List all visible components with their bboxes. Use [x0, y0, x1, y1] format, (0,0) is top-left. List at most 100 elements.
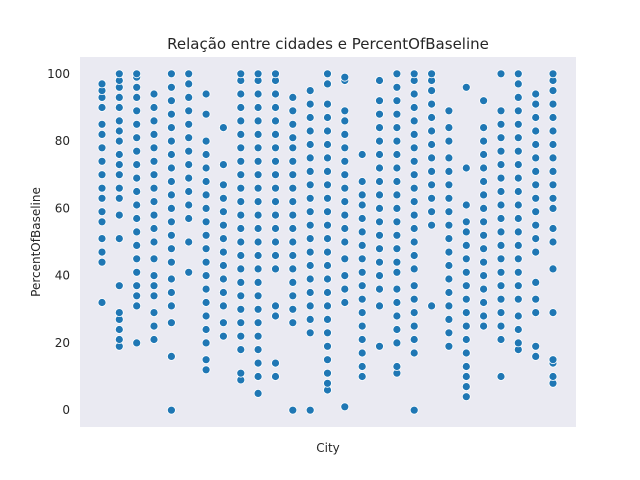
data-point	[392, 203, 402, 213]
data-point	[323, 113, 332, 122]
data-point	[357, 267, 367, 277]
data-point	[236, 251, 246, 260]
data-point	[357, 362, 367, 371]
data-point	[305, 113, 315, 122]
data-point	[114, 210, 124, 220]
data-point	[340, 210, 350, 220]
data-point	[461, 281, 471, 291]
data-point	[184, 200, 194, 210]
data-point	[548, 99, 558, 109]
data-point	[531, 341, 541, 351]
data-point	[340, 254, 350, 264]
data-point	[323, 274, 332, 284]
data-point	[496, 267, 506, 277]
data-point	[531, 126, 541, 136]
data-point	[218, 331, 228, 341]
city-column	[132, 69, 142, 348]
data-point	[166, 96, 176, 106]
city-column	[305, 86, 315, 415]
data-point	[218, 123, 228, 132]
data-point	[166, 351, 176, 361]
data-point	[149, 237, 159, 247]
city-column	[166, 69, 176, 415]
data-point	[323, 378, 332, 388]
data-point	[201, 271, 211, 281]
data-point	[427, 140, 437, 149]
data-point	[114, 308, 124, 318]
data-point	[236, 224, 246, 233]
data-point	[288, 318, 298, 328]
data-point	[201, 257, 211, 267]
data-point	[392, 150, 402, 159]
data-point	[392, 338, 402, 348]
city-column	[114, 69, 124, 351]
data-point	[288, 224, 298, 233]
data-point	[253, 251, 263, 260]
data-point	[166, 217, 176, 227]
data-point	[461, 335, 471, 344]
data-point	[496, 240, 506, 250]
data-point	[444, 153, 454, 163]
data-point	[166, 123, 176, 132]
data-point	[375, 257, 384, 267]
data-point	[392, 177, 402, 186]
data-point	[340, 156, 350, 166]
data-point	[201, 298, 211, 307]
y-tick-labels: 0 20 40 60 80 100	[47, 67, 70, 417]
data-point	[288, 291, 298, 301]
data-point	[496, 200, 506, 210]
data-point	[375, 136, 384, 146]
data-point	[166, 109, 176, 119]
data-point	[409, 405, 419, 415]
data-point	[236, 69, 246, 79]
data-point	[253, 156, 263, 166]
data-point	[253, 358, 263, 368]
city-column	[253, 69, 263, 398]
data-point	[114, 136, 124, 146]
data-point	[132, 214, 142, 223]
data-point	[392, 311, 402, 321]
data-point	[461, 294, 471, 304]
data-point	[392, 96, 402, 106]
data-point	[375, 341, 384, 351]
data-point	[114, 160, 124, 170]
data-point	[166, 150, 176, 159]
data-point	[409, 143, 419, 153]
data-point	[305, 140, 315, 149]
data-point	[166, 405, 176, 415]
data-point	[149, 170, 159, 180]
data-point	[323, 140, 332, 149]
data-point	[236, 183, 246, 193]
data-point	[271, 116, 280, 126]
data-point	[444, 207, 454, 217]
data-point	[271, 197, 280, 207]
data-point	[236, 264, 246, 274]
data-point	[375, 203, 384, 213]
data-point	[253, 331, 263, 341]
data-point	[184, 173, 194, 183]
data-point	[340, 129, 350, 139]
data-point	[427, 86, 437, 95]
data-point	[444, 180, 454, 190]
data-point	[461, 382, 471, 392]
data-point	[531, 180, 541, 190]
data-point	[253, 69, 263, 79]
data-point	[114, 183, 124, 193]
data-point	[548, 308, 558, 318]
data-point	[132, 240, 142, 250]
data-point	[548, 113, 558, 122]
data-point	[323, 220, 332, 230]
data-point	[357, 150, 367, 159]
data-point	[253, 264, 263, 274]
data-point	[236, 143, 246, 153]
data-point	[496, 281, 506, 291]
data-point	[461, 372, 471, 381]
data-point	[201, 244, 211, 254]
data-point	[149, 271, 159, 281]
data-point	[340, 143, 350, 153]
data-point	[271, 301, 280, 311]
data-point	[305, 126, 315, 136]
city-column	[149, 89, 159, 344]
data-point	[357, 372, 367, 381]
data-point	[218, 261, 228, 270]
